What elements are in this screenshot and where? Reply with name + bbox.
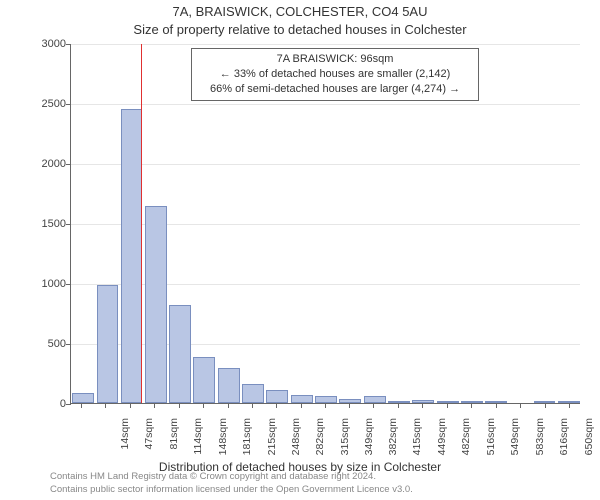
xtick-mark bbox=[447, 403, 448, 408]
gridline bbox=[71, 164, 580, 165]
xtick-mark bbox=[276, 403, 277, 408]
chart-container: 7A, BRAISWICK, COLCHESTER, CO4 5AU Size … bbox=[0, 0, 600, 500]
histogram-bar bbox=[193, 357, 215, 403]
xtick-mark bbox=[496, 403, 497, 408]
gridline bbox=[71, 104, 580, 105]
histogram-bar bbox=[97, 285, 119, 403]
xtick-mark bbox=[301, 403, 302, 408]
ytick-mark bbox=[66, 224, 71, 225]
histogram-bar bbox=[315, 396, 337, 403]
ytick-label: 3000 bbox=[16, 38, 66, 50]
xtick-mark bbox=[398, 403, 399, 408]
histogram-bar bbox=[242, 384, 264, 403]
xtick-label: 215sqm bbox=[266, 418, 278, 468]
property-marker-line bbox=[141, 44, 142, 403]
xtick-mark bbox=[105, 403, 106, 408]
xtick-mark bbox=[130, 403, 131, 408]
ytick-label: 1500 bbox=[16, 218, 66, 230]
xtick-label: 14sqm bbox=[119, 418, 131, 468]
chart-title-sub: Size of property relative to detached ho… bbox=[0, 22, 600, 37]
ytick-label: 0 bbox=[16, 398, 66, 410]
xtick-mark bbox=[228, 403, 229, 408]
xtick-label: 47sqm bbox=[143, 418, 155, 468]
footer-line-1: Contains HM Land Registry data © Crown c… bbox=[50, 471, 413, 483]
ytick-label: 1000 bbox=[16, 278, 66, 290]
ytick-mark bbox=[66, 344, 71, 345]
xtick-mark bbox=[349, 403, 350, 408]
ytick-mark bbox=[66, 44, 71, 45]
ytick-mark bbox=[66, 404, 71, 405]
info-box-line: 66% of semi-detached houses are larger (… bbox=[210, 82, 460, 97]
xtick-mark bbox=[422, 403, 423, 408]
xtick-mark bbox=[179, 403, 180, 408]
xtick-label: 315sqm bbox=[339, 418, 351, 468]
xtick-label: 449sqm bbox=[436, 418, 448, 468]
xtick-label: 516sqm bbox=[485, 418, 497, 468]
xtick-mark bbox=[471, 403, 472, 408]
ytick-mark bbox=[66, 284, 71, 285]
footer-attribution: Contains HM Land Registry data © Crown c… bbox=[50, 471, 413, 496]
gridline bbox=[71, 44, 580, 45]
histogram-bar bbox=[266, 390, 288, 403]
xtick-mark bbox=[325, 403, 326, 408]
ytick-label: 2000 bbox=[16, 158, 66, 170]
ytick-mark bbox=[66, 164, 71, 165]
xtick-label: 148sqm bbox=[217, 418, 229, 468]
info-box-line: ← 33% of detached houses are smaller (2,… bbox=[210, 67, 460, 82]
xtick-label: 415sqm bbox=[411, 418, 423, 468]
histogram-bar bbox=[169, 305, 191, 403]
xtick-mark bbox=[203, 403, 204, 408]
xtick-label: 181sqm bbox=[241, 418, 253, 468]
xtick-label: 482sqm bbox=[460, 418, 472, 468]
info-box-line: 7A BRAISWICK: 96sqm bbox=[210, 52, 460, 67]
xtick-mark bbox=[252, 403, 253, 408]
xtick-label: 549sqm bbox=[509, 418, 521, 468]
ytick-mark bbox=[66, 104, 71, 105]
histogram-bar bbox=[72, 393, 94, 403]
xtick-mark bbox=[520, 403, 521, 408]
property-info-box: 7A BRAISWICK: 96sqm← 33% of detached hou… bbox=[191, 48, 479, 101]
chart-title-main: 7A, BRAISWICK, COLCHESTER, CO4 5AU bbox=[0, 4, 600, 19]
ytick-label: 2500 bbox=[16, 98, 66, 110]
xtick-label: 650sqm bbox=[583, 418, 595, 468]
xtick-mark bbox=[154, 403, 155, 408]
plot-area: 7A BRAISWICK: 96sqm← 33% of detached hou… bbox=[70, 44, 580, 404]
footer-line-2: Contains public sector information licen… bbox=[50, 484, 413, 496]
xtick-label: 616sqm bbox=[558, 418, 570, 468]
histogram-bar bbox=[145, 206, 167, 403]
xtick-label: 81sqm bbox=[168, 418, 180, 468]
histogram-bar bbox=[121, 109, 143, 403]
xtick-label: 583sqm bbox=[534, 418, 546, 468]
xtick-label: 382sqm bbox=[387, 418, 399, 468]
xtick-label: 282sqm bbox=[314, 418, 326, 468]
histogram-bar bbox=[364, 396, 386, 403]
xtick-mark bbox=[373, 403, 374, 408]
xtick-mark bbox=[81, 403, 82, 408]
xtick-label: 349sqm bbox=[363, 418, 375, 468]
histogram-bar bbox=[218, 368, 240, 403]
xtick-mark bbox=[545, 403, 546, 408]
histogram-bar bbox=[291, 395, 313, 403]
xtick-label: 248sqm bbox=[290, 418, 302, 468]
ytick-label: 500 bbox=[16, 338, 66, 350]
xtick-mark bbox=[569, 403, 570, 408]
xtick-label: 114sqm bbox=[192, 418, 204, 468]
